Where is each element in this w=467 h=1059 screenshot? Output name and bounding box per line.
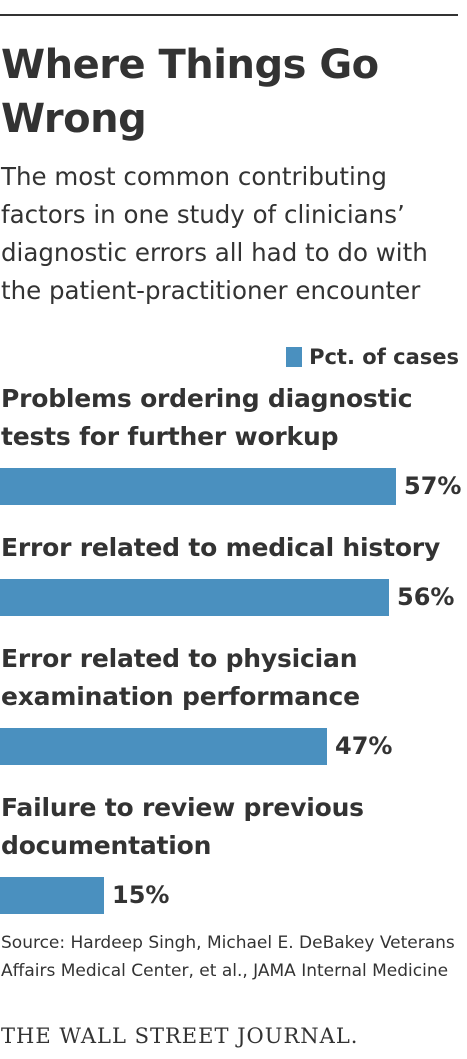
category-label: Error related to medical history xyxy=(1,533,441,562)
bar xyxy=(0,468,396,505)
chart-title: Where Things Go Wrong xyxy=(1,42,379,142)
bar xyxy=(0,579,389,616)
chart-subtitle: The most common contributing factors in … xyxy=(1,162,428,305)
category-label: Problems ordering diagnostic tests for f… xyxy=(1,384,413,451)
category-label: Failure to review previous documentation xyxy=(1,793,364,860)
top-rule xyxy=(0,14,458,16)
category-label: Error related to physician examination p… xyxy=(1,644,360,711)
value-label: 56% xyxy=(397,583,455,611)
value-label: 47% xyxy=(335,732,393,760)
legend-swatch xyxy=(286,347,303,367)
bar xyxy=(0,877,104,914)
bar-chart: Problems ordering diagnostic tests for f… xyxy=(0,380,467,920)
bar xyxy=(0,728,327,765)
publisher-credit: THE WALL STREET JOURNAL. xyxy=(1,1024,359,1048)
value-label: 15% xyxy=(112,881,170,909)
value-label: 57% xyxy=(404,472,462,500)
legend: Pct. of cases xyxy=(286,343,459,371)
legend-label: Pct. of cases xyxy=(309,345,459,369)
source-note: Source: Hardeep Singh, Michael E. DeBake… xyxy=(1,933,455,981)
